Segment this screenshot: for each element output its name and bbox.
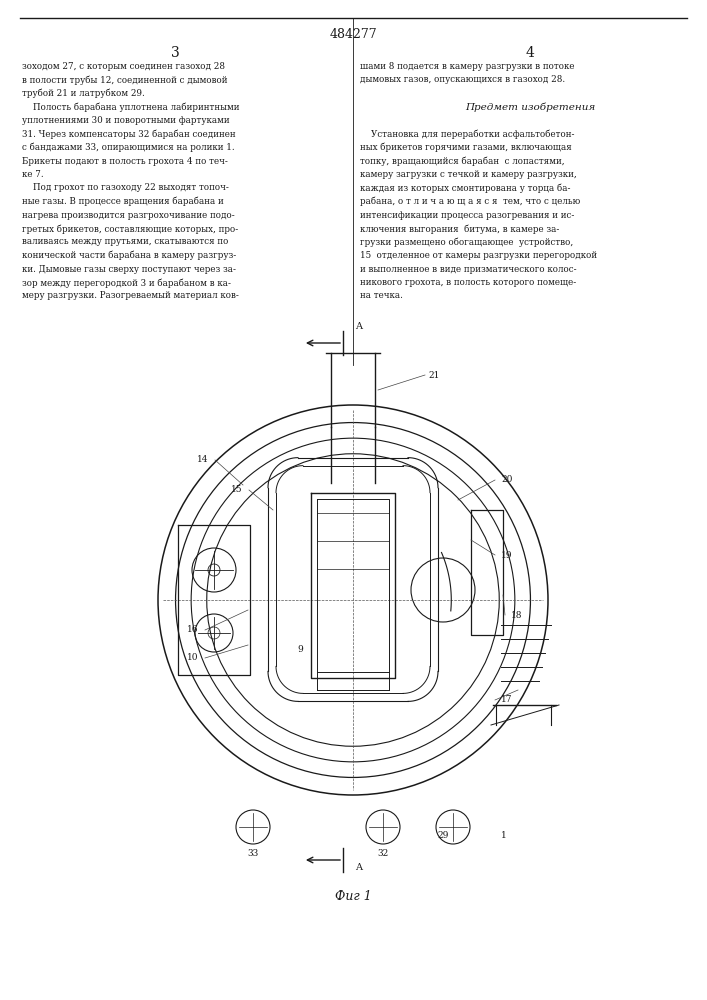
Text: A: A bbox=[355, 322, 362, 331]
Text: с бандажами 33, опирающимися на ролики 1.: с бандажами 33, опирающимися на ролики 1… bbox=[22, 143, 235, 152]
Text: ке 7.: ке 7. bbox=[22, 170, 44, 179]
Text: рабана, о т л и ч а ю щ а я с я  тем, что с целью: рабана, о т л и ч а ю щ а я с я тем, что… bbox=[360, 197, 580, 207]
Text: грузки размещено обогащающее  устройство,: грузки размещено обогащающее устройство, bbox=[360, 237, 573, 247]
Text: Предмет изобретения: Предмет изобретения bbox=[465, 103, 595, 112]
Text: Установка для переработки асфальтобетон-: Установка для переработки асфальтобетон- bbox=[360, 129, 575, 139]
Text: уплотнениями 30 и поворотными фартуками: уплотнениями 30 и поворотными фартуками bbox=[22, 116, 230, 125]
Text: на течка.: на течка. bbox=[360, 292, 403, 300]
Text: валиваясь между прутьями, скатываются по: валиваясь между прутьями, скатываются по bbox=[22, 237, 228, 246]
Text: 10: 10 bbox=[187, 654, 198, 662]
Text: 1: 1 bbox=[501, 830, 507, 840]
Text: нагрева производится разгрохочивание подо-: нагрева производится разгрохочивание под… bbox=[22, 211, 235, 220]
Text: Полость барабана уплотнена лабиринтными: Полость барабана уплотнена лабиринтными bbox=[22, 103, 240, 112]
Text: ки. Дымовые газы сверху поступают через за-: ки. Дымовые газы сверху поступают через … bbox=[22, 264, 236, 273]
Text: камеру загрузки с течкой и камеру разгрузки,: камеру загрузки с течкой и камеру разгру… bbox=[360, 170, 577, 179]
Text: A: A bbox=[355, 863, 362, 872]
Text: 29: 29 bbox=[438, 830, 449, 840]
Text: ных брикетов горячими газами, включающая: ных брикетов горячими газами, включающая bbox=[360, 143, 572, 152]
Text: 21: 21 bbox=[428, 370, 439, 379]
Text: 20: 20 bbox=[501, 476, 513, 485]
Text: 17: 17 bbox=[501, 696, 513, 704]
Text: 19: 19 bbox=[501, 550, 513, 560]
Text: Под грохот по газоходу 22 выходят топоч-: Под грохот по газоходу 22 выходят топоч- bbox=[22, 184, 229, 192]
Text: в полости трубы 12, соединенной с дымовой: в полости трубы 12, соединенной с дымово… bbox=[22, 76, 228, 85]
Text: 3: 3 bbox=[170, 46, 180, 60]
Text: 16: 16 bbox=[187, 626, 198, 635]
Text: Фиг 1: Фиг 1 bbox=[334, 890, 371, 903]
Text: ные газы. В процессе вращения барабана и: ные газы. В процессе вращения барабана и bbox=[22, 197, 223, 207]
Text: топку, вращающийся барабан  с лопастями,: топку, вращающийся барабан с лопастями, bbox=[360, 156, 565, 166]
Text: конической части барабана в камеру разгруз-: конической части барабана в камеру разгр… bbox=[22, 251, 236, 260]
Text: гретых брикетов, составляющие которых, про-: гретых брикетов, составляющие которых, п… bbox=[22, 224, 238, 233]
Text: 32: 32 bbox=[378, 850, 389, 858]
Text: и выполненное в виде призматического колос-: и выполненное в виде призматического кол… bbox=[360, 264, 577, 273]
Text: 484277: 484277 bbox=[329, 28, 377, 41]
Text: 15  отделенное от камеры разгрузки перегородкой: 15 отделенное от камеры разгрузки перего… bbox=[360, 251, 597, 260]
Text: никового грохота, в полость которого помеще-: никового грохота, в полость которого пом… bbox=[360, 278, 576, 287]
Text: 31. Через компенсаторы 32 барабан соединен: 31. Через компенсаторы 32 барабан соедин… bbox=[22, 129, 235, 139]
Text: дымовых газов, опускающихся в газоход 28.: дымовых газов, опускающихся в газоход 28… bbox=[360, 76, 565, 85]
Text: каждая из которых смонтирована у торца ба-: каждая из которых смонтирована у торца б… bbox=[360, 184, 571, 193]
Text: 14: 14 bbox=[197, 456, 208, 464]
Text: 4: 4 bbox=[525, 46, 534, 60]
Text: зор между перегородкой 3 и барабаном в ка-: зор между перегородкой 3 и барабаном в к… bbox=[22, 278, 231, 288]
Text: 9: 9 bbox=[297, 646, 303, 654]
Text: 33: 33 bbox=[247, 850, 259, 858]
Text: интенсификации процесса разогревания и ис-: интенсификации процесса разогревания и и… bbox=[360, 211, 574, 220]
Text: меру разгрузки. Разогреваемый материал ков-: меру разгрузки. Разогреваемый материал к… bbox=[22, 292, 239, 300]
Text: Брикеты подают в полость грохота 4 по теч-: Брикеты подают в полость грохота 4 по те… bbox=[22, 156, 228, 165]
Text: 15: 15 bbox=[231, 486, 243, 494]
Text: ключения выгорания  битума, в камере за-: ключения выгорания битума, в камере за- bbox=[360, 224, 559, 233]
Text: зоходом 27, с которым соединен газоход 28: зоходом 27, с которым соединен газоход 2… bbox=[22, 62, 225, 71]
Text: трубой 21 и латрубком 29.: трубой 21 и латрубком 29. bbox=[22, 89, 145, 99]
Text: шами 8 подается в камеру разгрузки в потоке: шами 8 подается в камеру разгрузки в пот… bbox=[360, 62, 575, 71]
Text: 18: 18 bbox=[511, 610, 522, 619]
